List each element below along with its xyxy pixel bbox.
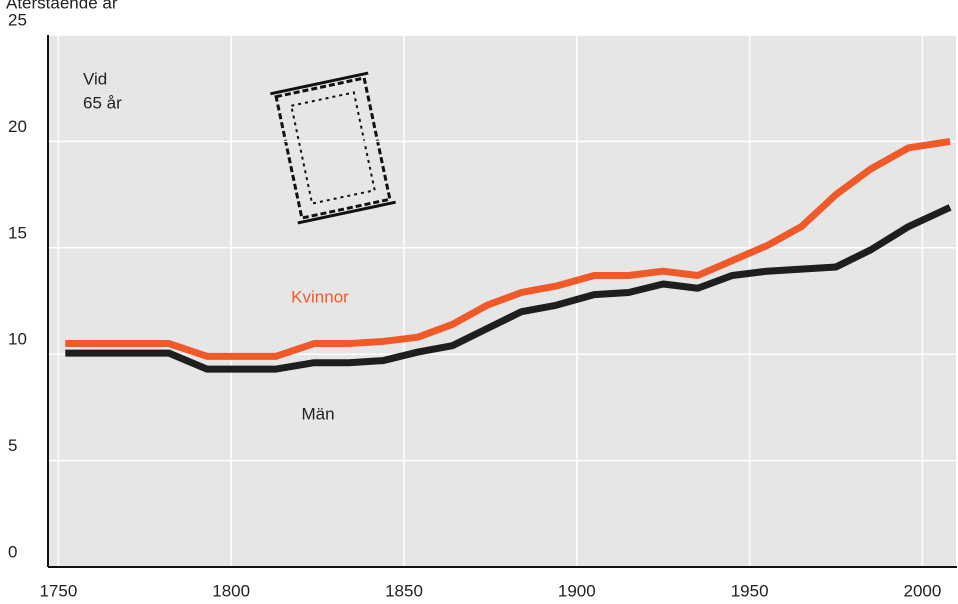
x-tick-label: 2000	[904, 581, 942, 600]
y-tick-label: 25	[8, 10, 27, 29]
annotation: 65 år	[83, 93, 122, 112]
y-tick-label: 5	[8, 436, 17, 455]
x-tick-label: 1900	[558, 581, 596, 600]
axis-title: Återstående år	[6, 0, 118, 12]
x-tick-label: 1800	[212, 581, 250, 600]
y-tick-label: 20	[8, 117, 27, 136]
series-label: Kvinnor	[291, 287, 349, 306]
annotation: Vid	[83, 69, 107, 88]
x-tick-label: 1950	[731, 581, 769, 600]
x-tick-label: 1750	[39, 581, 77, 600]
series-line	[65, 137, 951, 360]
y-tick-label: 0	[8, 542, 17, 561]
series-line	[65, 204, 952, 373]
series-label: Män	[301, 404, 334, 423]
y-tick-label: 15	[8, 223, 27, 242]
x-tick-label: 1850	[385, 581, 423, 600]
y-tick-label: 10	[8, 330, 27, 349]
